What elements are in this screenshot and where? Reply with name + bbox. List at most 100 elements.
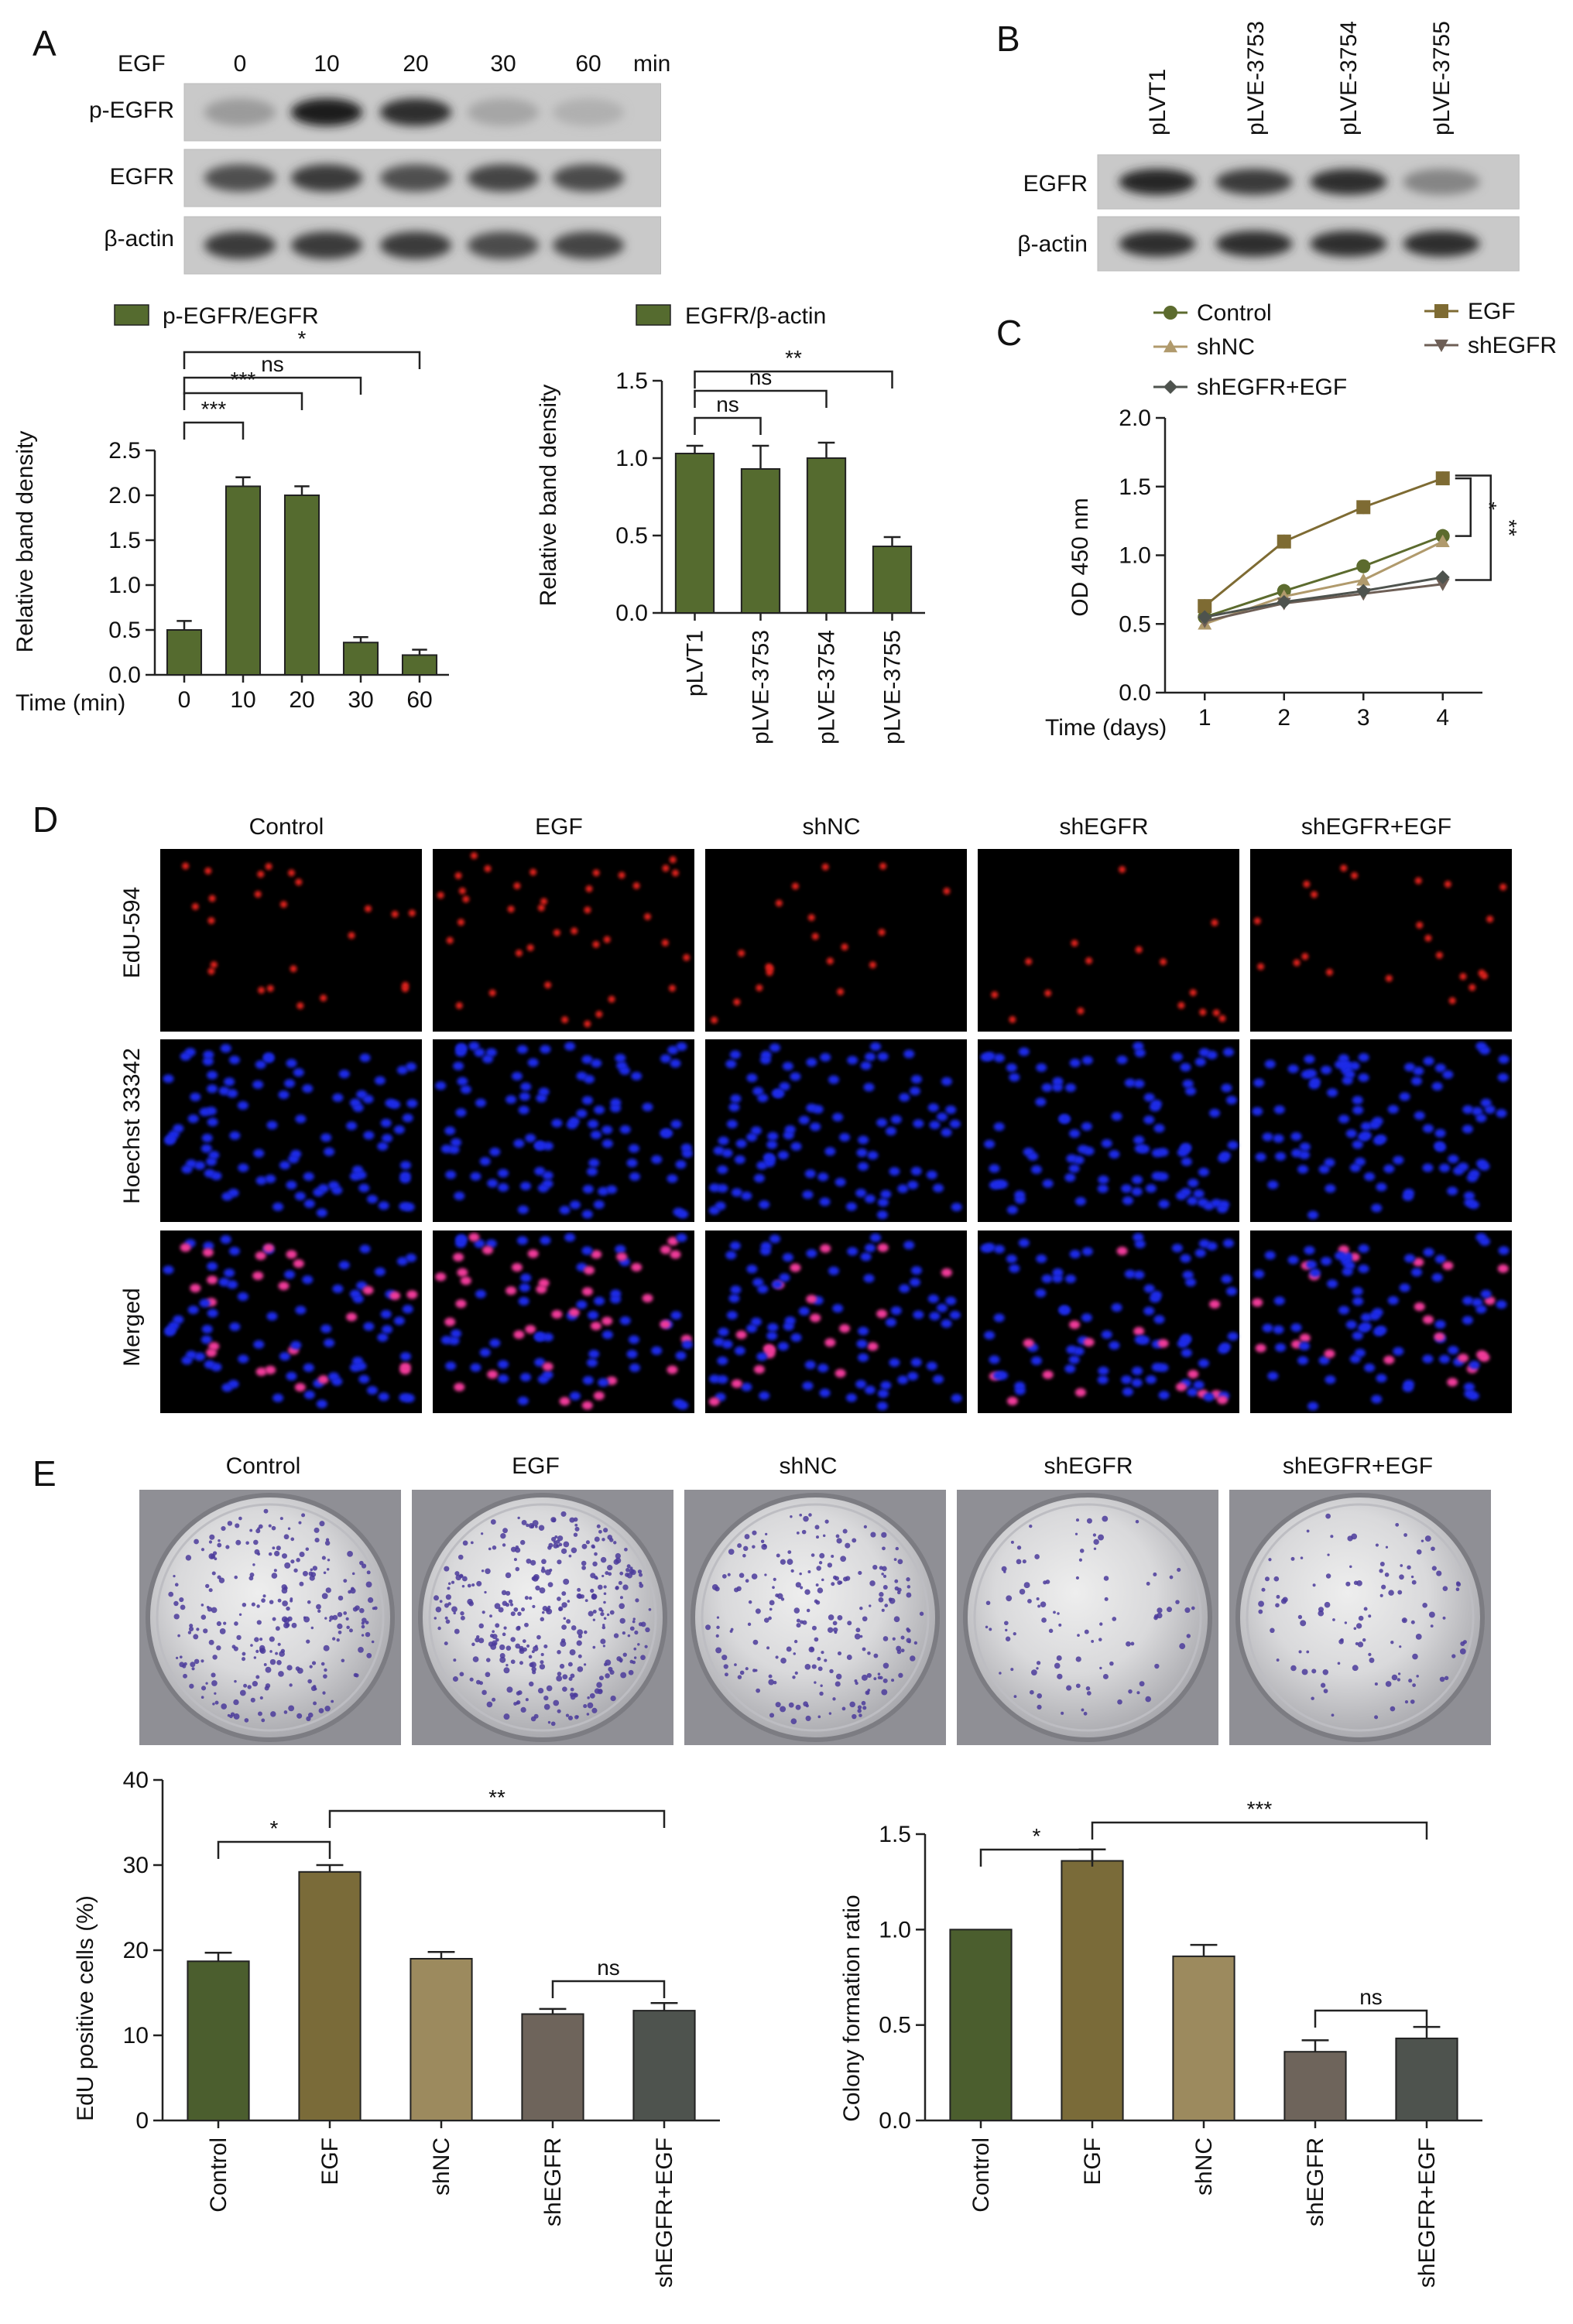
edu-nucleus xyxy=(320,994,327,1002)
edu-nucleus xyxy=(391,910,399,918)
merged-nucleus xyxy=(1318,1356,1330,1365)
bar-Control xyxy=(949,1929,1013,2121)
colony xyxy=(475,1679,481,1685)
hoechst-nucleus xyxy=(185,1159,197,1169)
merged-nucleus xyxy=(870,1233,882,1242)
merged-nucleus xyxy=(338,1261,350,1270)
edu-nucleus xyxy=(878,929,886,936)
colony xyxy=(1416,1549,1422,1555)
hoechst-nucleus xyxy=(1484,1105,1496,1114)
hoechst-nucleus xyxy=(366,1194,378,1203)
edu-nucleus xyxy=(462,895,470,903)
panel-a-blot: EGF 0 10 20 30 60 min p-EGFR EGFR β-acti… xyxy=(89,51,670,275)
colony xyxy=(1430,1624,1434,1628)
significance-label: * xyxy=(1033,1824,1041,1848)
colony xyxy=(472,1656,479,1662)
dish-rim xyxy=(1246,1503,1475,1732)
colony xyxy=(858,1713,862,1717)
hoechst-nucleus xyxy=(1006,1063,1017,1073)
merged-nucleus xyxy=(615,1244,626,1254)
colony xyxy=(613,1633,619,1638)
merged-nucleus xyxy=(252,1271,264,1280)
colony xyxy=(594,1688,601,1694)
colony xyxy=(481,1689,487,1696)
merged-nucleus xyxy=(845,1393,857,1402)
colony xyxy=(1390,1706,1396,1712)
colony xyxy=(485,1672,491,1678)
hoechst-nucleus xyxy=(767,1131,779,1141)
colony xyxy=(208,1588,213,1593)
hoechst-nucleus xyxy=(517,1205,529,1214)
colony xyxy=(569,1693,574,1697)
hoechst-nucleus xyxy=(1083,1146,1095,1155)
colony xyxy=(1290,1556,1295,1561)
colony xyxy=(290,1537,295,1542)
blot-a-time-10: 10 xyxy=(314,51,339,77)
merged-nucleus xyxy=(782,1253,793,1262)
hoechst-nucleus xyxy=(764,1155,776,1164)
hoechst-nucleus xyxy=(1462,1124,1473,1134)
colony xyxy=(332,1614,338,1621)
colony xyxy=(829,1669,834,1674)
colony xyxy=(882,1585,888,1590)
hoechst-nucleus xyxy=(542,1171,553,1180)
merged-nucleus xyxy=(224,1268,235,1278)
micrograph-2-0 xyxy=(705,849,967,1032)
colony xyxy=(639,1573,643,1577)
colony xyxy=(854,1679,858,1683)
edu-nucleus xyxy=(207,967,215,975)
merged-nucleus xyxy=(451,1329,462,1338)
merged-nucleus xyxy=(771,1280,783,1289)
d-row-hoechst: Hoechst 33342 xyxy=(119,1048,145,1204)
colony xyxy=(227,1521,233,1526)
colony xyxy=(819,1691,824,1696)
colony xyxy=(495,1623,500,1628)
colony xyxy=(881,1532,887,1538)
colony xyxy=(503,1667,510,1674)
merged-nucleus xyxy=(660,1245,671,1254)
colony xyxy=(766,1646,770,1650)
hoechst-nucleus xyxy=(1203,1201,1215,1210)
merged-nucleus xyxy=(1143,1284,1155,1293)
merged-nucleus xyxy=(1066,1345,1078,1354)
colony xyxy=(505,1572,512,1579)
hoechst-nucleus xyxy=(1422,1163,1434,1172)
edu-nucleus xyxy=(869,961,876,969)
colony xyxy=(1338,1639,1344,1645)
merged-nucleus xyxy=(1338,1306,1350,1315)
colony xyxy=(833,1575,838,1580)
colony xyxy=(1462,1640,1467,1645)
merged-nucleus xyxy=(951,1394,962,1403)
colony xyxy=(1041,1617,1047,1623)
colony xyxy=(896,1649,902,1655)
hoechst-nucleus xyxy=(1064,1083,1076,1092)
hoechst-nucleus xyxy=(681,1149,693,1159)
xlabel-prefix-c: Time (days) xyxy=(1045,715,1167,741)
significance-bracket xyxy=(217,1840,331,1859)
colony xyxy=(200,1696,204,1699)
hoechst-nucleus xyxy=(359,1053,371,1063)
colony xyxy=(603,1600,606,1604)
merged-nucleus xyxy=(218,1278,230,1287)
hoechst-nucleus xyxy=(389,1100,401,1109)
y-tick-label: 0.0 xyxy=(615,601,648,626)
colony xyxy=(1177,1567,1181,1573)
merged-nucleus xyxy=(628,1335,639,1344)
colony xyxy=(283,1710,288,1714)
hoechst-nucleus xyxy=(619,1124,631,1134)
colony xyxy=(274,1550,280,1557)
colony xyxy=(1297,1614,1303,1620)
edu-nucleus xyxy=(1293,959,1301,967)
colony xyxy=(1031,1669,1037,1675)
bar-EGF xyxy=(1061,1860,1124,2122)
merged-nucleus xyxy=(1133,1270,1145,1279)
merged-nucleus xyxy=(440,1336,452,1345)
colony xyxy=(306,1639,310,1644)
colony xyxy=(716,1616,720,1619)
colony xyxy=(802,1620,807,1625)
hoechst-nucleus xyxy=(1321,1066,1332,1075)
colony xyxy=(1374,1682,1378,1686)
colony xyxy=(1010,1668,1014,1672)
merged-nucleus xyxy=(581,1287,593,1296)
merged-nucleus xyxy=(610,1289,622,1299)
